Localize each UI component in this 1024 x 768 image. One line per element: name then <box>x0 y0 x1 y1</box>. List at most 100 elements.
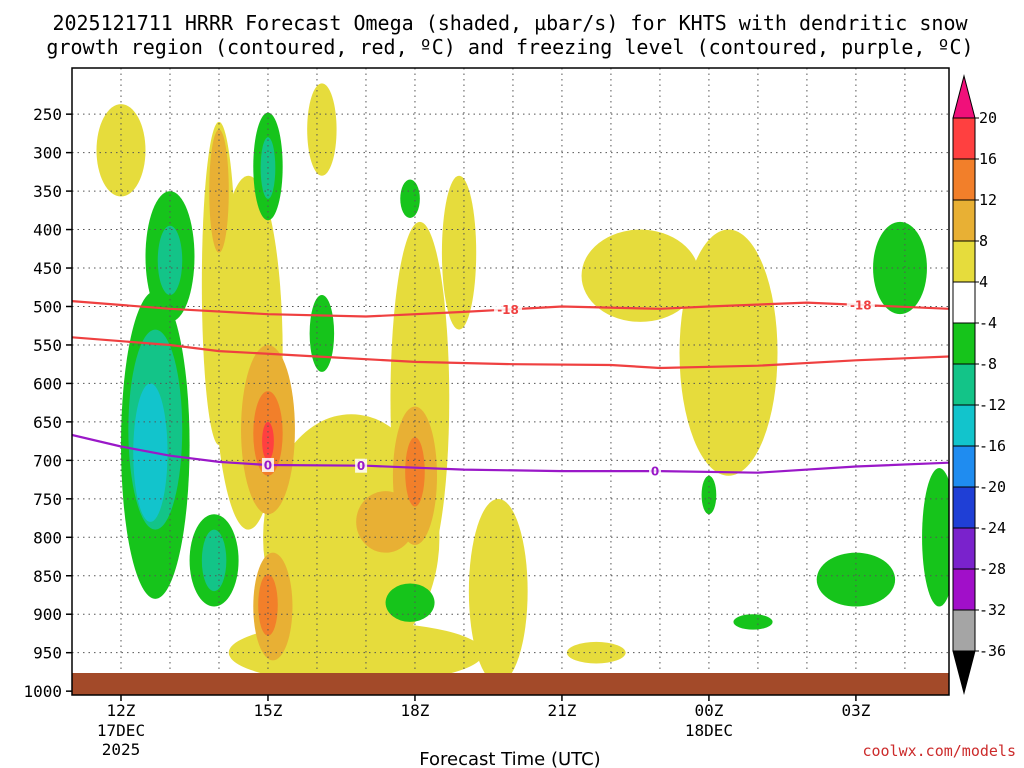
omega-region-6 <box>441 175 477 330</box>
x-tick-label-00Z: 00Z <box>694 701 723 720</box>
colorbar-label-8: -16 <box>979 437 1006 455</box>
colorbar-bin-11 <box>952 527 976 570</box>
omega-region-26 <box>400 179 420 219</box>
colorbar-bin-13 <box>952 609 976 652</box>
x-tick-date-00Z: 18DEC <box>685 721 733 740</box>
x-tick-year-12Z: 2025 <box>102 740 141 759</box>
omega-shading <box>96 83 949 684</box>
y-tick-label-950: 950 <box>33 644 62 663</box>
credit-text: coolwx.com/models <box>862 742 1016 760</box>
y-tick-label-450: 450 <box>33 259 62 278</box>
x-axis-title: Forecast Time (UTC) <box>419 749 600 768</box>
omega-region-29 <box>733 614 773 630</box>
omega-region-9 <box>566 641 626 664</box>
omega-region-8 <box>228 621 484 684</box>
chart-title-line-1: 2025121711 HRRR Forecast Omega (shaded, … <box>52 11 968 35</box>
colorbar-label-1: 16 <box>979 150 997 168</box>
colorbar-label-10: -24 <box>979 519 1006 537</box>
colorbar-label-0: 20 <box>979 109 997 127</box>
omega-region-18 <box>258 574 278 636</box>
y-tick-label-300: 300 <box>33 144 62 163</box>
y-tick-label-250: 250 <box>33 105 62 124</box>
plot-frame <box>71 67 950 696</box>
colorbar-bin-6 <box>952 322 976 365</box>
y-tick-label-1000: 1000 <box>23 682 62 701</box>
omega-region-36 <box>201 529 227 592</box>
contour-dendritic-bottom <box>72 336 949 370</box>
omega-region-19 <box>405 437 425 507</box>
colorbar-bin-1 <box>952 117 976 160</box>
contour-lines: -18 -18 0 0 0 <box>72 297 949 479</box>
colorbar-label-12: -32 <box>979 601 1006 619</box>
contour-label-bg-freezing-level-0 <box>261 457 274 472</box>
colorbar-bin-7 <box>952 363 976 406</box>
colorbar-bin-3 <box>952 199 976 242</box>
omega-region-30 <box>873 221 927 315</box>
omega-region-20 <box>262 421 274 461</box>
contour-label-freezing-level-1: 0 <box>357 459 365 473</box>
contour-label-dendritic-top-0: -18 <box>497 303 519 317</box>
colorbar-top-arrow <box>952 74 976 119</box>
contour-label-dendritic-top-1: -18 <box>850 298 872 312</box>
colorbar-label-6: -8 <box>979 355 997 373</box>
omega-region-10 <box>581 229 700 322</box>
omega-region-12 <box>209 129 229 253</box>
y-tick-label-600: 600 <box>33 374 62 393</box>
y-tick-label-750: 750 <box>33 490 62 509</box>
x-tick-label-03Z: 03Z <box>841 701 870 720</box>
y-tick-label-700: 700 <box>33 451 62 470</box>
colorbar-label-4: 4 <box>979 273 988 291</box>
colorbar-label-2: 12 <box>979 191 997 209</box>
contour-label-freezing-level-0: 0 <box>264 458 272 472</box>
x-tick-label-12Z: 12Z <box>107 701 136 720</box>
colorbar-label-9: -20 <box>979 478 1006 496</box>
y-tick-label-350: 350 <box>33 182 62 201</box>
colorbar-bin-2 <box>952 158 976 201</box>
omega-region-16 <box>356 491 415 553</box>
colorbar-bin-12 <box>952 568 976 611</box>
colorbar-label-3: 8 <box>979 232 988 250</box>
y-tick-label-550: 550 <box>33 336 62 355</box>
y-tick-label-800: 800 <box>33 528 62 547</box>
contour-label-freezing-level-2: 0 <box>651 465 659 479</box>
grid-lines <box>71 68 949 695</box>
colorbar-label-11: -28 <box>979 560 1006 578</box>
y-axis-pressure-ticks: 250 300 350 400 450 500 550 600 650 700 750 800 850 9… <box>23 105 72 701</box>
colorbar-label-13: -36 <box>979 642 1006 660</box>
colorbar-bin-9 <box>952 445 976 488</box>
colorbar-bin-4 <box>952 240 976 283</box>
colorbar-label-7: -12 <box>979 396 1006 414</box>
contour-label-bg-freezing-level-1 <box>355 458 368 473</box>
y-tick-label-900: 900 <box>33 605 62 624</box>
contour-freezing-level <box>72 433 949 474</box>
contour-label-bg-freezing-level-2 <box>649 464 662 479</box>
omega-region-3 <box>307 83 337 176</box>
omega-region-25 <box>309 294 335 372</box>
chart-title-line-2: growth region (contoured, red, ºC) and f… <box>46 35 973 59</box>
omega-region-34 <box>157 225 183 295</box>
contour-label-bg-dendritic-top-0 <box>494 302 523 317</box>
contour-label-bg-dendritic-top-1 <box>846 297 875 312</box>
x-tick-label-18Z: 18Z <box>401 701 430 720</box>
colorbar-bin-5 <box>952 281 976 324</box>
y-tick-label-500: 500 <box>33 297 62 316</box>
y-tick-label-400: 400 <box>33 221 62 240</box>
omega-region-32 <box>922 468 949 607</box>
x-tick-date-12Z: 17DEC <box>97 721 145 740</box>
y-tick-label-850: 850 <box>33 567 62 586</box>
y-tick-label-650: 650 <box>33 413 62 432</box>
x-tick-label-15Z: 15Z <box>254 701 283 720</box>
x-tick-label-21Z: 21Z <box>547 701 576 720</box>
omega-region-11 <box>679 229 778 476</box>
omega-region-0 <box>96 104 146 197</box>
ground-surface <box>72 673 949 695</box>
colorbar-label-5: -4 <box>979 314 997 332</box>
omega-region-7 <box>468 498 528 684</box>
omega-region-27 <box>385 583 435 622</box>
colorbar-bottom-arrow <box>952 650 976 695</box>
colorbar-bin-8 <box>952 404 976 447</box>
colorbar-bin-10 <box>952 486 976 529</box>
omega-region-28 <box>701 475 717 515</box>
